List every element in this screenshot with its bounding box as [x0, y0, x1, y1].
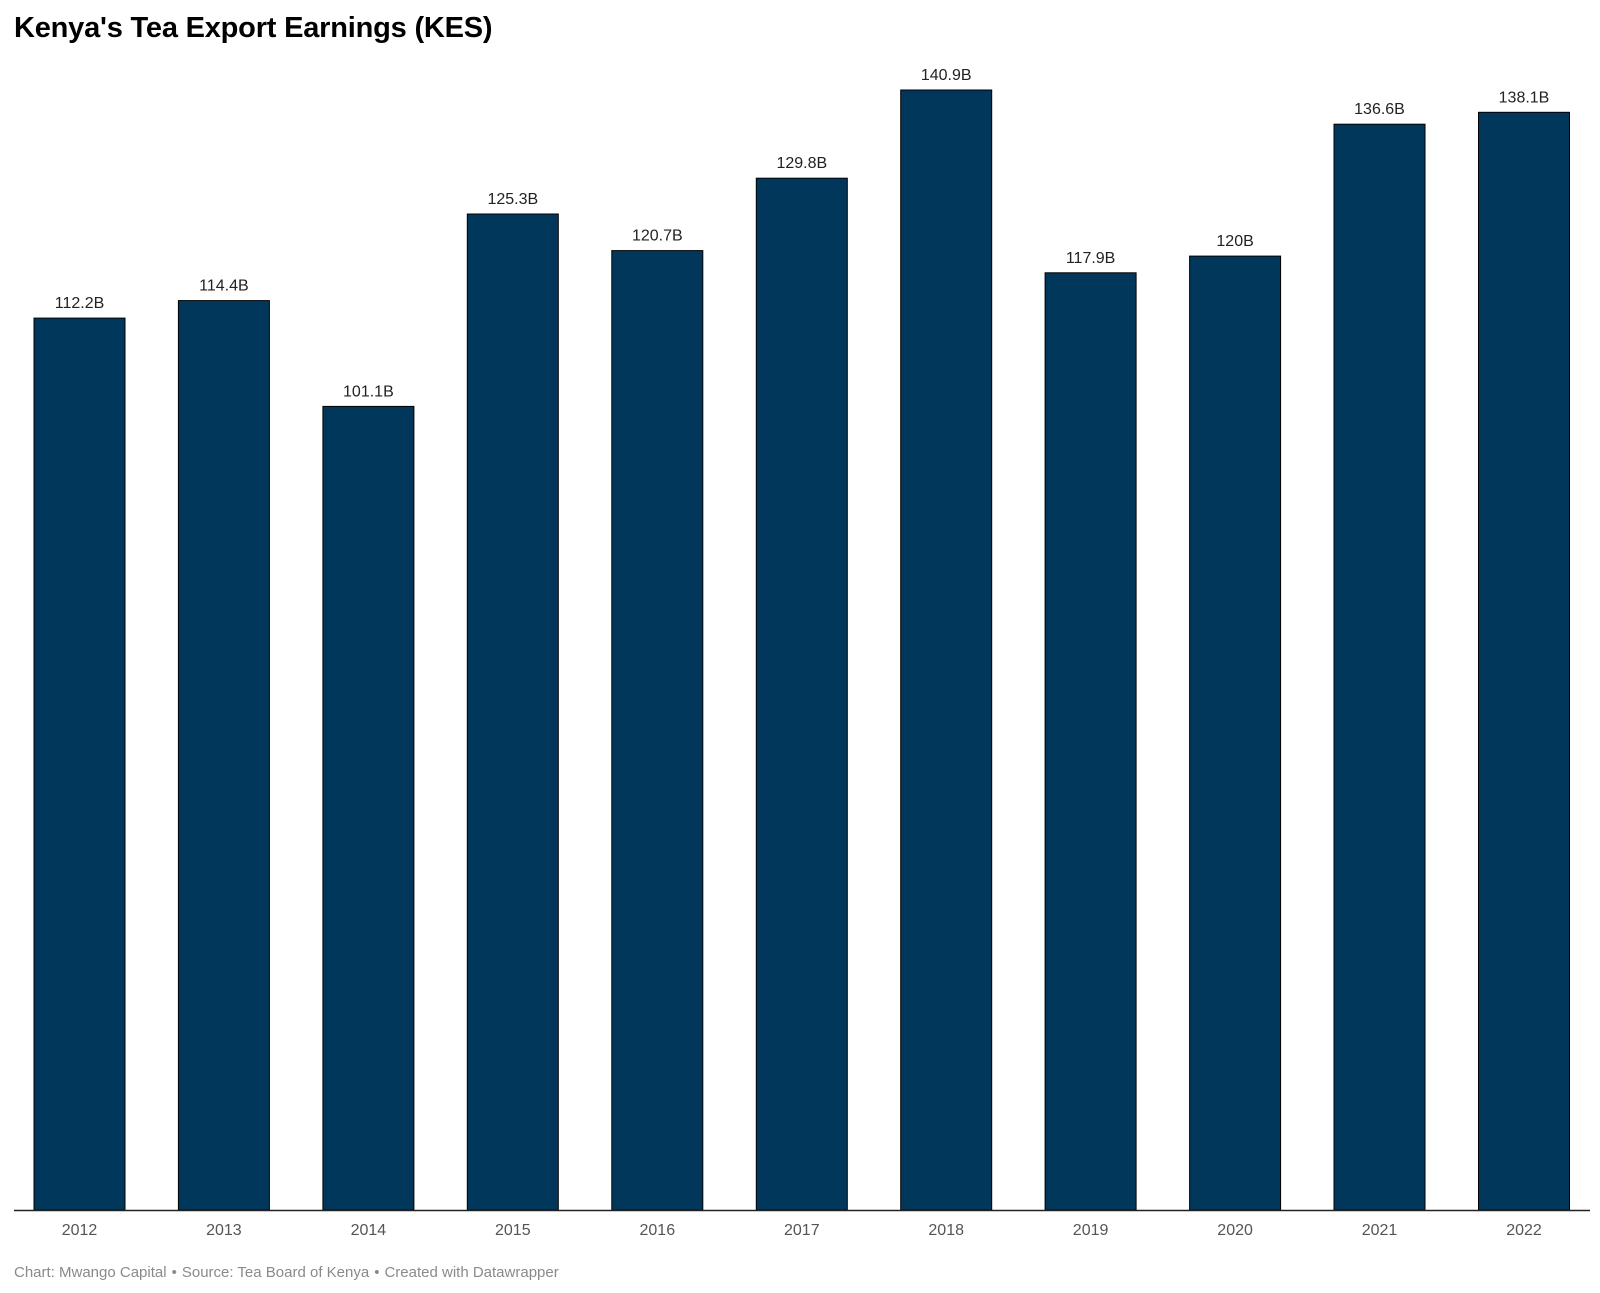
bars-group [33, 89, 1570, 1211]
bar-value-label-2016: 120.7B [632, 228, 683, 245]
bar-2020 [1189, 255, 1282, 1211]
bar-value-label-2017: 129.8B [776, 155, 827, 172]
bar-2015 [466, 213, 559, 1211]
bar-2017 [755, 177, 848, 1211]
bar-2014 [322, 405, 415, 1211]
x-tick-label-2017: 2017 [784, 1222, 820, 1239]
footer-source: Source: Tea Board of Kenya [181, 1264, 370, 1281]
bar-value-label-2014: 101.1B [343, 383, 394, 400]
bar-value-label-2020: 120B [1216, 233, 1253, 250]
x-tick-label-2014: 2014 [351, 1222, 387, 1239]
x-tick-label-2016: 2016 [640, 1222, 676, 1239]
footer-separator: • [374, 1264, 380, 1281]
bar-2016 [611, 250, 704, 1211]
bar-2019 [1044, 272, 1137, 1211]
x-tick-label-2012: 2012 [62, 1222, 98, 1239]
bar-value-label-2012: 112.2B [55, 295, 105, 312]
bar-value-label-2021: 136.6B [1354, 101, 1405, 118]
x-axis-ticks-group: 2012 2013 2014 2015 2016 2017 2018 2019 2020 2021… [62, 1222, 1542, 1239]
bar-value-label-2015: 125.3B [487, 191, 538, 208]
x-tick-label-2022: 2022 [1506, 1222, 1542, 1239]
x-tick-label-2020: 2020 [1217, 1222, 1253, 1239]
x-tick-label-2021: 2021 [1362, 1222, 1398, 1239]
bar-2013 [177, 300, 270, 1211]
bar-2021 [1333, 123, 1426, 1211]
chart-footer: Chart: Mwango Capital • Source: Tea Board … [14, 1264, 559, 1281]
chart-title: Kenya's Tea Export Earnings (KES) [14, 12, 493, 44]
footer-chart-credit: Chart: Mwango Capital [14, 1264, 167, 1281]
bar-2022 [1478, 111, 1570, 1211]
bar-2018 [900, 89, 993, 1211]
bar-2012 [33, 317, 126, 1211]
x-tick-label-2015: 2015 [495, 1222, 531, 1239]
footer-separator: • [171, 1264, 177, 1281]
x-tick-label-2013: 2013 [206, 1222, 242, 1239]
x-tick-label-2019: 2019 [1073, 1222, 1109, 1239]
value-labels-group: 112.2B 114.4B 101.1B 125.3B 120.7B 129.8B 140.… [55, 67, 1550, 400]
footer-created-with: Created with Datawrapper [384, 1264, 559, 1281]
bar-value-label-2022: 138.1B [1499, 89, 1550, 106]
x-tick-label-2018: 2018 [928, 1222, 964, 1239]
bar-value-label-2018: 140.9B [921, 67, 972, 84]
bar-value-label-2013: 114.4B [199, 278, 249, 295]
bar-value-label-2019: 117.9B [1066, 250, 1116, 267]
